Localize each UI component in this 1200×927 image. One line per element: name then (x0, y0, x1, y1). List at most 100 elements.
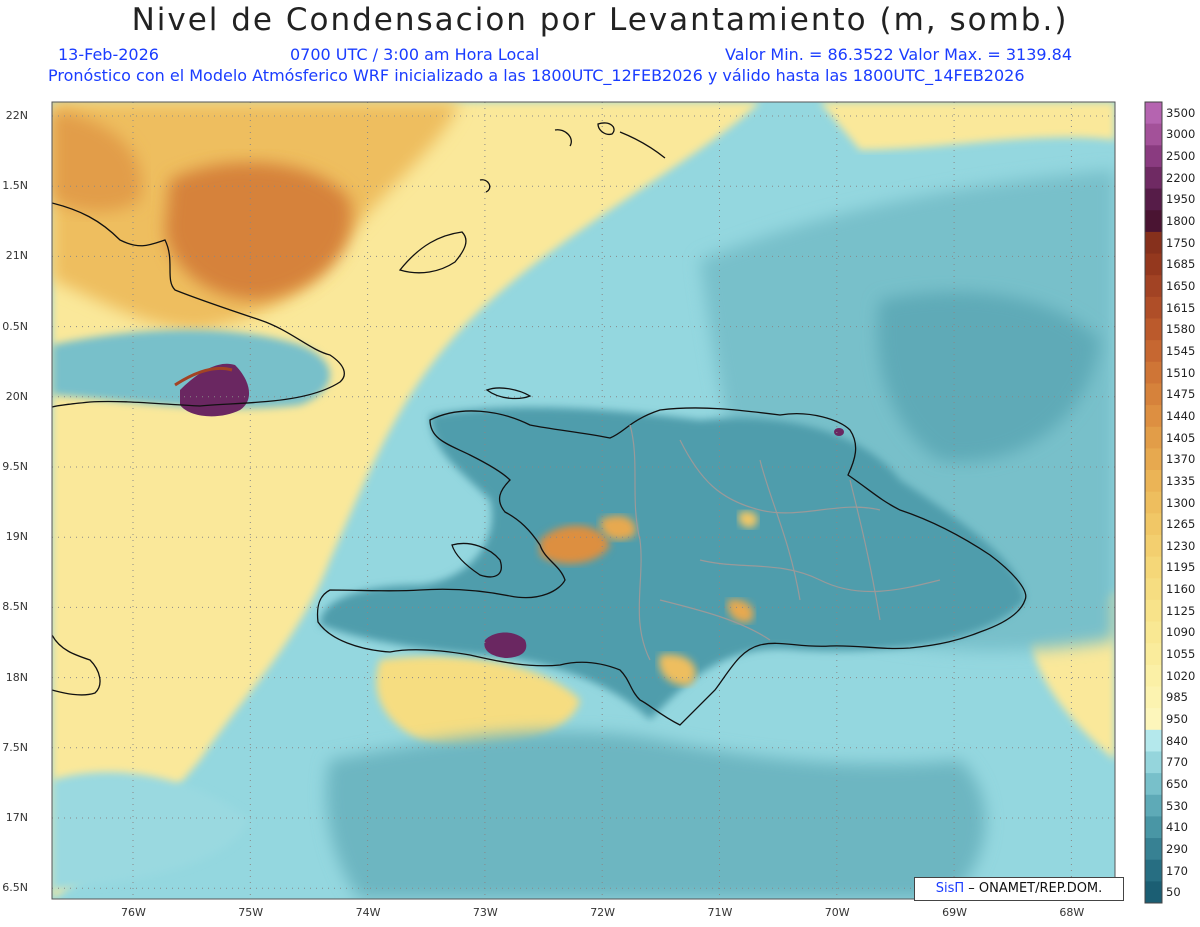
colorbar-swatch (1145, 188, 1162, 211)
colorbar-swatch (1145, 426, 1162, 449)
colorbar-label: 1800 (1166, 214, 1196, 229)
colorbar-label: 50 (1166, 885, 1181, 900)
colorbar-swatch (1145, 231, 1162, 255)
lon-label: 75W (238, 906, 264, 919)
lon-label: 76W (121, 906, 146, 919)
colorbar-label: 1265 (1166, 517, 1196, 532)
colorbar-label: 770 (1166, 755, 1188, 770)
colorbar-swatch (1145, 881, 1162, 904)
colorbar-label: 410 (1166, 820, 1188, 835)
colorbar-swatch (1145, 556, 1162, 579)
colorbar-swatch (1145, 729, 1162, 752)
forecast-time: 0700 UTC / 3:00 am Hora Local (290, 45, 540, 64)
caicos2-coast (619, 131, 666, 159)
colorbar-swatch (1145, 838, 1162, 861)
colorbar-label: 1615 (1166, 300, 1196, 315)
colorbar-swatch (1145, 599, 1162, 623)
colorbar-label: 3500 (1166, 105, 1196, 120)
colorbar (1145, 102, 1162, 904)
jamaica-coast (52, 634, 101, 696)
mayaguana-coast (479, 179, 491, 193)
gonave-coast (451, 542, 502, 578)
lat-label: 1.5N (2, 179, 28, 193)
lon-label: 74W (355, 906, 381, 919)
colorbar-swatch (1145, 253, 1162, 276)
lat-label: 9.5N (2, 460, 28, 473)
lat-label: 20N (5, 389, 28, 403)
colorbar-label: 1370 (1166, 452, 1196, 467)
value-range: Valor Min. = 86.3522 Valor Max. = 3139.8… (725, 45, 1073, 64)
colorbar-swatch (1145, 491, 1162, 514)
forecast-date: 13-Feb-2026 (58, 45, 159, 64)
colorbar-label: 290 (1166, 841, 1188, 856)
model-info: Pronóstico con el Modelo Atmósferico WRF… (48, 66, 1025, 85)
colorbar-swatch (1145, 318, 1162, 341)
lat-label: 19N (5, 530, 28, 544)
lcl-field (52, 102, 1115, 899)
lon-label: 73W (472, 906, 498, 919)
credit-text: – ONAMET/REP.DOM. (968, 881, 1103, 896)
lat-label: 6.5N (2, 881, 28, 895)
colorbar-label: 3000 (1166, 127, 1196, 142)
colorbar-swatch (1145, 643, 1162, 666)
colorbar-swatch (1145, 275, 1162, 298)
colorbar-label: 840 (1166, 733, 1188, 748)
lat-label: 18N (5, 670, 28, 684)
colorbar-label: 1090 (1166, 625, 1196, 640)
lon-label: 72W (590, 906, 616, 919)
lat-label: 17N (5, 811, 28, 824)
lon-label: 71W (707, 906, 733, 919)
colorbar-swatch (1145, 534, 1162, 558)
colorbar-label: 1650 (1166, 279, 1196, 293)
colorbar-label: 2500 (1166, 149, 1196, 164)
colorbar-swatch (1145, 123, 1162, 146)
colorbar-swatch (1145, 166, 1162, 190)
colorbar-swatch (1145, 405, 1162, 428)
colorbar-swatch (1145, 621, 1162, 644)
map-title: Nivel de Condensacion por Levantamiento … (131, 2, 1069, 38)
colorbar-swatch (1145, 816, 1162, 839)
lat-label: 7.5N (2, 740, 28, 754)
colorbar-label: 985 (1166, 690, 1188, 705)
colorbar-swatch (1145, 340, 1162, 363)
lat-label: 21N (5, 249, 28, 263)
lon-label: 70W (824, 906, 850, 919)
lat-label: 0.5N (2, 319, 28, 333)
colorbar-swatch (1145, 361, 1162, 384)
colorbar-swatch (1145, 470, 1162, 493)
caicos-coast (597, 122, 615, 136)
great-inagua-coast (398, 231, 467, 274)
colorbar-label: 1405 (1166, 430, 1196, 445)
colorbar-label: 1440 (1166, 408, 1196, 423)
graticule (52, 102, 1115, 899)
credit-box: SisΠ – ONAMET/REP.DOM. (914, 877, 1124, 901)
turks-coast (554, 129, 572, 147)
colorbar-label: 1545 (1166, 343, 1196, 358)
colorbar-swatch (1145, 513, 1162, 536)
colorbar-swatch (1145, 383, 1162, 406)
colorbar-label: 1750 (1166, 235, 1196, 250)
colorbar-swatch (1145, 751, 1162, 774)
colorbar-frame (1144, 101, 1163, 904)
colorbar-label: 1195 (1166, 560, 1196, 575)
sispi-logo: SisΠ (935, 881, 965, 896)
coastlines (52, 122, 1027, 726)
lon-label: 69W (942, 906, 967, 919)
colorbar-swatch (1145, 145, 1162, 168)
colorbar-label: 530 (1166, 798, 1188, 813)
cuba-coast (52, 202, 345, 408)
colorbar-swatch (1145, 859, 1162, 882)
colorbar-label: 1160 (1166, 582, 1196, 597)
lat-label: 22N (5, 109, 28, 122)
colorbar-label: 1335 (1166, 473, 1196, 488)
colorbar-swatch (1145, 708, 1162, 731)
colorbar-swatch (1145, 664, 1162, 688)
colorbar-swatch (1145, 773, 1162, 796)
colorbar-label: 950 (1166, 711, 1188, 726)
colorbar-swatch (1145, 210, 1162, 233)
colorbar-swatch (1145, 578, 1162, 601)
colorbar-label: 2200 (1166, 170, 1196, 185)
colorbar-label: 1580 (1166, 322, 1196, 337)
lat-label: 8.5N (2, 600, 28, 614)
tortuga-coast (485, 387, 532, 400)
